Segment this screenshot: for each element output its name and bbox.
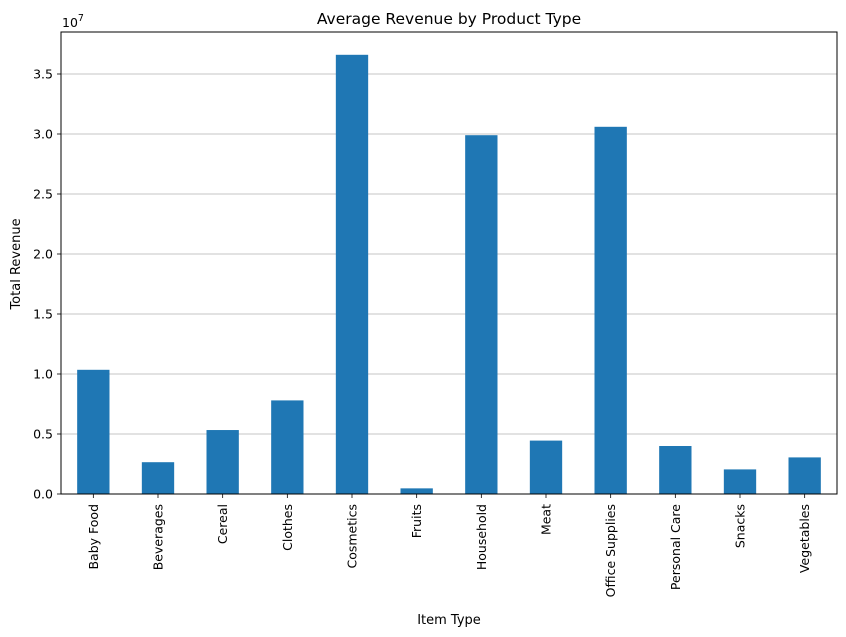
bar-vegetables — [788, 457, 821, 494]
x-tick-label: Office Supplies — [603, 504, 618, 597]
x-tick-label: Meat — [539, 504, 554, 535]
y-tick-label: 1.0 — [33, 367, 53, 382]
bar-office-supplies — [594, 126, 627, 495]
chart-title: Average Revenue by Product Type — [317, 10, 581, 28]
y-tick-label: 0.5 — [33, 427, 53, 442]
bar-clothes — [271, 400, 304, 494]
bars — [77, 54, 821, 495]
bar-beverages — [141, 462, 175, 494]
x-tick-label: Clothes — [280, 504, 295, 551]
x-tick-label: Beverages — [151, 504, 166, 570]
y-tick-label: 3.0 — [33, 127, 53, 142]
gridlines — [61, 73, 837, 495]
x-axis-ticks: Baby Food Beverages Cereal Clothes Cosmetics… — [86, 494, 812, 597]
x-tick-label: Baby Food — [86, 504, 101, 570]
x-tick-label: Fruits — [409, 504, 424, 538]
bar-meat — [529, 440, 563, 494]
plot-frame — [60, 31, 838, 495]
bar-household — [465, 135, 498, 494]
bar-fruits — [400, 488, 433, 494]
x-tick-label: Snacks — [733, 504, 748, 548]
y-tick-label: 2.0 — [33, 247, 53, 262]
bar-cereal — [206, 430, 239, 494]
x-tick-label: Cereal — [215, 504, 230, 544]
y-axis-offset-label: 107 — [62, 13, 84, 30]
y-tick-label: 2.5 — [33, 187, 53, 202]
y-tick-label: 0.0 — [33, 487, 53, 502]
x-tick-label: Vegetables — [797, 504, 812, 573]
bar-cosmetics — [335, 54, 369, 495]
x-tick-label: Cosmetics — [345, 504, 360, 569]
y-tick-label: 3.5 — [33, 67, 53, 82]
x-axis-label: Item Type — [417, 613, 481, 628]
x-tick-label: Household — [474, 504, 489, 570]
bar-baby-food — [77, 369, 110, 494]
y-axis-label: Total Revenue — [9, 218, 24, 310]
bar-personal-care — [659, 446, 692, 494]
y-axis-ticks: 0.0 0.5 1.0 1.5 2.0 2.5 3.0 3.5 — [33, 67, 61, 502]
x-tick-label: Personal Care — [668, 504, 683, 590]
y-tick-label: 1.5 — [33, 307, 53, 322]
bar-snacks — [723, 469, 757, 494]
